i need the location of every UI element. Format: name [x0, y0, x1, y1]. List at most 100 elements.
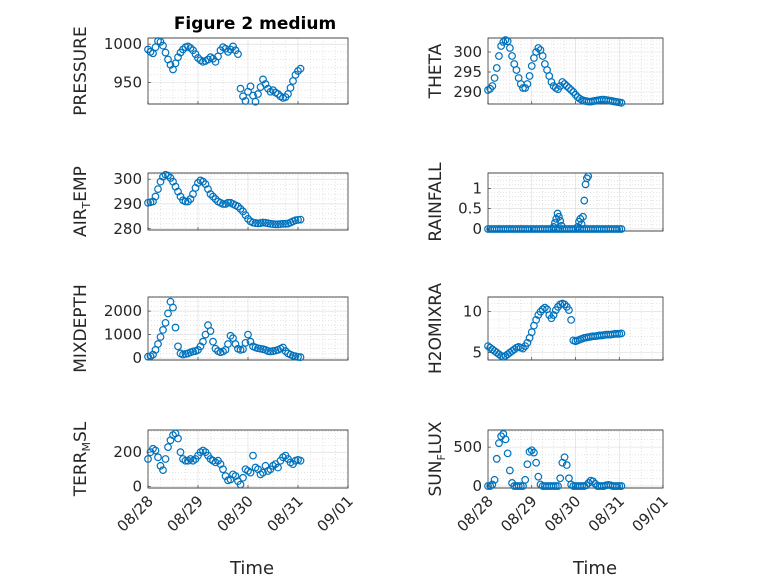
data-point	[534, 44, 543, 52]
data-point	[194, 54, 202, 62]
data-point	[495, 52, 503, 60]
data-point	[577, 220, 586, 229]
data-point	[156, 37, 165, 46]
data-point	[294, 215, 302, 224]
data-point	[254, 219, 262, 228]
x-axis-label-left: Time	[229, 558, 274, 579]
data-point	[296, 215, 305, 224]
data-point	[159, 326, 167, 334]
data-point	[613, 482, 621, 490]
data-point	[144, 45, 152, 54]
data-point	[164, 443, 172, 451]
data-point	[164, 171, 172, 180]
data-point	[154, 453, 162, 462]
data-point	[536, 307, 545, 316]
data-point	[486, 482, 495, 490]
data-point	[560, 80, 569, 88]
x-tick-label: 08/28	[454, 492, 497, 535]
data-point	[206, 327, 215, 335]
x-tick-label: 08/31	[264, 492, 307, 535]
data-point	[161, 48, 170, 57]
data-point	[286, 83, 295, 92]
data-point	[219, 200, 227, 208]
data-point	[512, 66, 521, 74]
x-tick-label: 08/28	[114, 492, 157, 535]
data-point	[234, 50, 242, 59]
data-point	[226, 331, 235, 340]
data-point	[556, 474, 565, 483]
data-point	[547, 78, 556, 86]
data-point	[271, 220, 280, 229]
data-point	[244, 330, 252, 339]
y-tick-label: 950	[113, 74, 142, 92]
y-tick-label: 300	[113, 170, 142, 188]
data-point	[151, 192, 160, 201]
data-point	[567, 86, 576, 94]
data-point	[154, 340, 162, 348]
data-point	[251, 97, 260, 106]
data-point	[234, 202, 242, 211]
data-point	[161, 455, 170, 463]
data-point	[615, 482, 624, 490]
data-point	[549, 482, 558, 490]
data-point	[560, 453, 569, 462]
data-point	[151, 446, 160, 455]
data-point	[206, 190, 215, 198]
data-point	[538, 52, 547, 60]
x-tick-label: 08/30	[214, 492, 257, 535]
data-point	[191, 50, 200, 59]
data-point	[224, 198, 232, 207]
data-point	[241, 338, 250, 347]
y-tick-label: 0	[472, 220, 482, 238]
data-point	[144, 455, 152, 463]
data-point	[582, 174, 591, 183]
data-point	[164, 309, 172, 318]
data-point	[254, 90, 262, 98]
marker-series	[484, 299, 626, 361]
y-tick-label: 2000	[104, 302, 142, 320]
data-point	[244, 214, 252, 223]
y-axis-label: TERRMSL	[71, 421, 93, 497]
subplot-pressure: 950 1000 PRESSURE	[71, 26, 349, 116]
data-point	[229, 42, 237, 51]
data-point	[249, 451, 257, 460]
subplot-theta: 290 295 300 THETA	[426, 36, 664, 107]
data-point	[239, 345, 247, 354]
data-point	[484, 482, 492, 490]
data-point	[567, 316, 576, 324]
data-point	[551, 218, 559, 227]
data-point	[296, 353, 305, 362]
data-point	[488, 82, 497, 90]
data-point	[501, 435, 510, 444]
y-tick-label: 0.5	[458, 200, 482, 218]
data-point	[259, 218, 267, 227]
data-point	[584, 172, 593, 181]
data-point	[161, 318, 170, 327]
data-point	[516, 482, 525, 490]
subplot-air-temp: 280 290 300 AIRTEMP	[71, 166, 349, 238]
data-point	[169, 303, 177, 312]
data-point	[194, 179, 202, 187]
data-point	[562, 82, 571, 90]
data-point	[519, 344, 527, 353]
data-point	[199, 177, 207, 186]
data-point	[174, 342, 182, 351]
subplot-rainfall: 0 0.5 1 RAINFALL	[426, 162, 664, 242]
data-point	[259, 468, 267, 477]
data-point	[251, 219, 260, 227]
data-point	[578, 482, 586, 490]
data-point	[184, 197, 192, 206]
data-point	[523, 338, 532, 347]
data-point	[549, 223, 558, 231]
data-point	[176, 448, 185, 457]
data-point	[534, 472, 543, 481]
y-axis-label: RAINFALL	[426, 162, 446, 242]
x-tick-label: 09/01	[629, 492, 672, 535]
data-point	[525, 447, 534, 456]
data-point	[613, 329, 621, 338]
data-point	[613, 225, 621, 233]
marker-series	[144, 297, 305, 362]
data-point	[521, 84, 530, 92]
marker-series	[144, 170, 305, 229]
